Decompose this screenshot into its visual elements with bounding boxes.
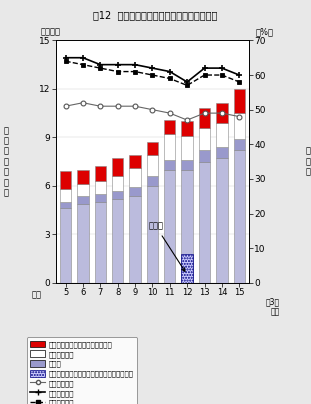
Bar bbox=[182, 160, 193, 170]
Bar bbox=[199, 108, 210, 128]
Bar bbox=[182, 121, 193, 136]
Bar bbox=[112, 199, 123, 283]
Bar bbox=[112, 191, 123, 199]
Bar bbox=[95, 194, 106, 202]
Bar bbox=[164, 160, 175, 170]
Bar bbox=[147, 186, 158, 283]
Legend: 死亡・不詳（臨床研修医を含む）, 左記以外の者, 就職者, 進学者（就職し、かつ進学した者を含む。）, 就職率（女）, 就職率（男）, 就職率（計）: 死亡・不詳（臨床研修医を含む）, 左記以外の者, 就職者, 進学者（就職し、かつ… bbox=[27, 337, 137, 404]
Bar bbox=[164, 170, 175, 283]
Bar bbox=[216, 158, 228, 283]
Bar bbox=[216, 123, 228, 147]
Bar bbox=[164, 120, 175, 134]
Bar bbox=[77, 196, 89, 204]
Text: 年3月
修了: 年3月 修了 bbox=[266, 297, 280, 316]
Bar bbox=[129, 187, 141, 196]
Bar bbox=[182, 136, 193, 160]
Bar bbox=[234, 150, 245, 283]
Bar bbox=[234, 139, 245, 150]
Bar bbox=[147, 142, 158, 155]
Text: 進
路
別
修
了
者
数: 進 路 別 修 了 者 数 bbox=[4, 126, 9, 197]
Text: （千人）: （千人） bbox=[40, 27, 60, 36]
Bar bbox=[216, 103, 228, 123]
Bar bbox=[234, 89, 245, 113]
Bar bbox=[60, 208, 71, 283]
Bar bbox=[164, 134, 175, 160]
Bar bbox=[112, 176, 123, 191]
Bar bbox=[182, 254, 193, 283]
Bar bbox=[234, 113, 245, 139]
Bar bbox=[77, 184, 89, 196]
Bar bbox=[77, 204, 89, 283]
Bar bbox=[95, 181, 106, 194]
Bar bbox=[129, 168, 141, 187]
Text: 平成: 平成 bbox=[31, 290, 41, 299]
Bar bbox=[182, 170, 193, 283]
Bar bbox=[129, 155, 141, 168]
Bar bbox=[95, 202, 106, 283]
Text: 就
職
率: 就 職 率 bbox=[305, 147, 310, 177]
Text: 図12  大学院（博士課程）修了者の進路状況: 図12 大学院（博士課程）修了者の進路状況 bbox=[93, 10, 218, 20]
Bar bbox=[199, 162, 210, 283]
Bar bbox=[216, 147, 228, 158]
Bar bbox=[95, 166, 106, 181]
Bar bbox=[77, 170, 89, 184]
Bar bbox=[199, 128, 210, 150]
Text: （%）: （%） bbox=[256, 27, 274, 36]
Bar bbox=[60, 189, 71, 202]
Bar bbox=[60, 202, 71, 208]
Text: 進学者: 進学者 bbox=[148, 222, 185, 271]
Bar bbox=[129, 196, 141, 283]
Bar bbox=[199, 150, 210, 162]
Bar bbox=[112, 158, 123, 176]
Bar bbox=[147, 176, 158, 186]
Bar bbox=[60, 171, 71, 189]
Bar bbox=[147, 155, 158, 176]
